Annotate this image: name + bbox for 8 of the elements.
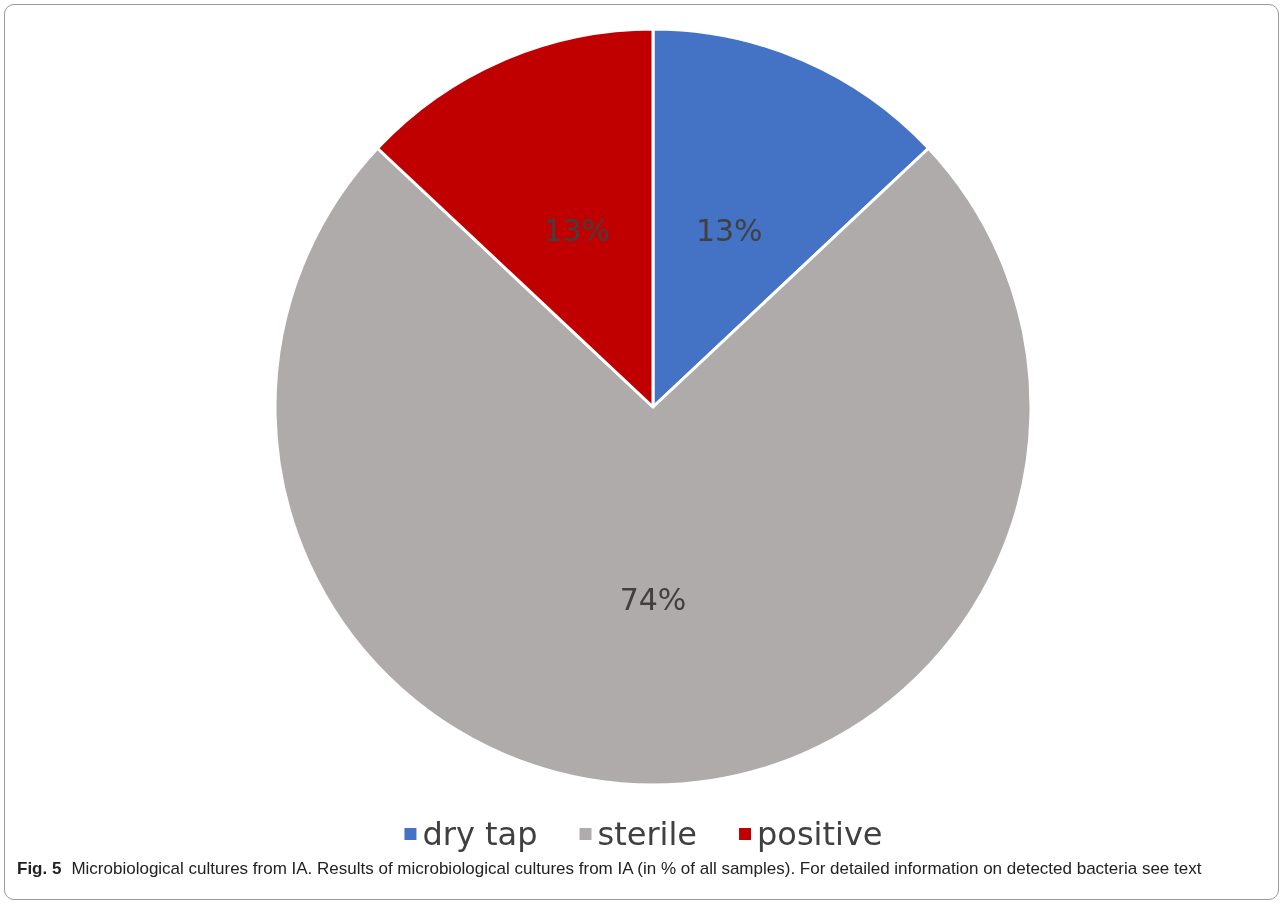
text: Microbiological cultures from IA. Results of microbiological cultures from IA (in % of all samples). For detailed information on detected bacteria see text [71,859,1202,878]
legend-label: positive [757,815,883,853]
legend-label: dry tap [422,815,538,853]
data-label: 13% [695,213,763,249]
data-label: 74% [619,581,687,617]
legend-label: sterile [597,815,698,853]
caption: Fig. 5 [17,859,62,878]
data-label: 13% [543,213,611,249]
